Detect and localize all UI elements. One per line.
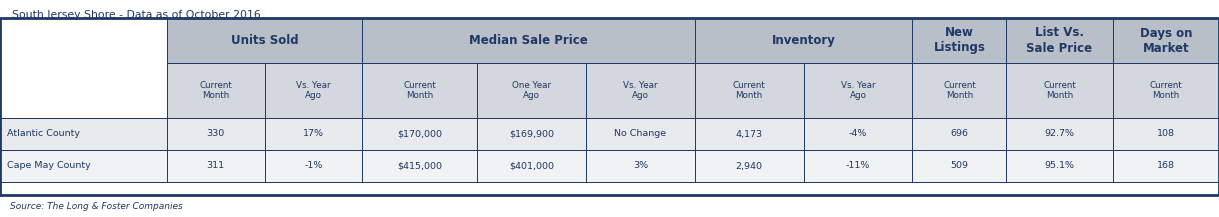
Text: 330: 330 [206,130,224,138]
Bar [362,150,477,182]
Bar [586,118,695,150]
Bar [1113,150,1219,182]
Text: $401,000: $401,000 [510,161,555,171]
Bar [1007,63,1113,118]
Bar [0,18,1219,195]
Bar [167,150,265,182]
Bar [0,150,167,182]
Bar [0,118,167,150]
Text: 509: 509 [951,161,968,171]
Text: 95.1%: 95.1% [1045,161,1074,171]
Text: One Year
Ago: One Year Ago [512,81,551,100]
Bar [586,150,695,182]
Text: Days on
Market: Days on Market [1140,26,1192,54]
Bar [167,18,362,63]
Text: -11%: -11% [846,161,870,171]
Text: 17%: 17% [302,130,324,138]
Bar [477,150,586,182]
Bar [265,150,362,182]
Bar [167,118,265,150]
Bar [362,18,695,63]
Bar [803,150,912,182]
Bar [695,118,803,150]
Text: Current
Month: Current Month [1150,81,1182,100]
Text: Atlantic County: Atlantic County [7,130,80,138]
Bar [912,63,1007,118]
Text: Vs. Year
Ago: Vs. Year Ago [841,81,875,100]
Text: 168: 168 [1157,161,1175,171]
Bar [1113,18,1219,63]
Text: Current
Month: Current Month [1043,81,1076,100]
Bar [167,63,265,118]
Text: Vs. Year
Ago: Vs. Year Ago [623,81,658,100]
Text: Current
Month: Current Month [200,81,232,100]
Bar [362,118,477,150]
Text: New
Listings: New Listings [934,26,985,54]
Bar [1007,18,1113,63]
Text: 311: 311 [207,161,224,171]
Text: $169,900: $169,900 [510,130,555,138]
Text: South Jersey Shore - Data as of October 2016: South Jersey Shore - Data as of October … [12,10,261,20]
Text: 696: 696 [951,130,968,138]
Text: Vs. Year
Ago: Vs. Year Ago [296,81,330,100]
Text: -4%: -4% [848,130,867,138]
Bar [695,150,803,182]
Bar [477,63,586,118]
Bar [362,63,477,118]
Text: Source: The Long & Foster Companies: Source: The Long & Foster Companies [10,202,183,211]
Bar [265,118,362,150]
Text: 4,173: 4,173 [735,130,763,138]
Bar [477,118,586,150]
Bar [912,150,1007,182]
Text: Current
Month: Current Month [733,81,766,100]
Bar [1113,63,1219,118]
Bar [1007,150,1113,182]
Text: Median Sale Price: Median Sale Price [469,34,588,47]
Bar [803,63,912,118]
Text: $170,000: $170,000 [397,130,442,138]
Bar [0,18,167,118]
Text: Units Sold: Units Sold [230,34,299,47]
Bar [1007,118,1113,150]
Bar [695,18,912,63]
Text: Current
Month: Current Month [403,81,436,100]
Text: Inventory: Inventory [772,34,835,47]
Bar [912,118,1007,150]
Text: Current
Month: Current Month [944,81,975,100]
Bar [586,63,695,118]
Text: -1%: -1% [305,161,323,171]
Text: Cape May County: Cape May County [7,161,91,171]
Bar [803,118,912,150]
Text: $415,000: $415,000 [397,161,442,171]
Text: 92.7%: 92.7% [1045,130,1074,138]
Text: List Vs.
Sale Price: List Vs. Sale Price [1026,26,1092,54]
Bar [912,18,1007,63]
Text: 2,940: 2,940 [736,161,763,171]
Bar [265,63,362,118]
Bar [1113,118,1219,150]
Text: 3%: 3% [633,161,649,171]
Text: No Change: No Change [614,130,667,138]
Text: 108: 108 [1157,130,1175,138]
Bar [695,63,803,118]
